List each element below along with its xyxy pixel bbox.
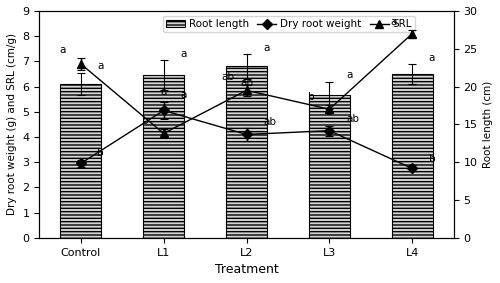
Bar xyxy=(226,67,267,238)
Text: a: a xyxy=(180,49,186,59)
Text: a: a xyxy=(98,61,103,71)
Text: a: a xyxy=(346,70,352,80)
Text: ab: ab xyxy=(263,117,276,127)
Bar xyxy=(143,75,184,238)
Text: a: a xyxy=(180,90,186,100)
Text: a: a xyxy=(391,17,397,27)
Text: a: a xyxy=(429,53,435,63)
Text: b: b xyxy=(98,148,104,158)
Text: a: a xyxy=(60,45,66,55)
Bar xyxy=(308,95,350,238)
Text: a: a xyxy=(263,42,270,53)
Bar xyxy=(392,74,433,238)
Text: b: b xyxy=(429,154,436,164)
Y-axis label: Root length (cm): Root length (cm) xyxy=(483,81,493,168)
Text: ab: ab xyxy=(240,78,253,88)
Text: b: b xyxy=(326,107,332,117)
Text: ab: ab xyxy=(346,114,359,124)
Legend: Root length, Dry root weight, SRL: Root length, Dry root weight, SRL xyxy=(163,16,415,32)
Text: ab: ab xyxy=(222,72,235,82)
Text: b: b xyxy=(308,93,314,102)
X-axis label: Treatment: Treatment xyxy=(214,263,278,276)
Bar xyxy=(60,84,102,238)
Text: a: a xyxy=(160,87,167,97)
Y-axis label: Dry root weight (g) and SRL (cm/g): Dry root weight (g) and SRL (cm/g) xyxy=(7,33,17,215)
Text: b: b xyxy=(142,116,148,126)
